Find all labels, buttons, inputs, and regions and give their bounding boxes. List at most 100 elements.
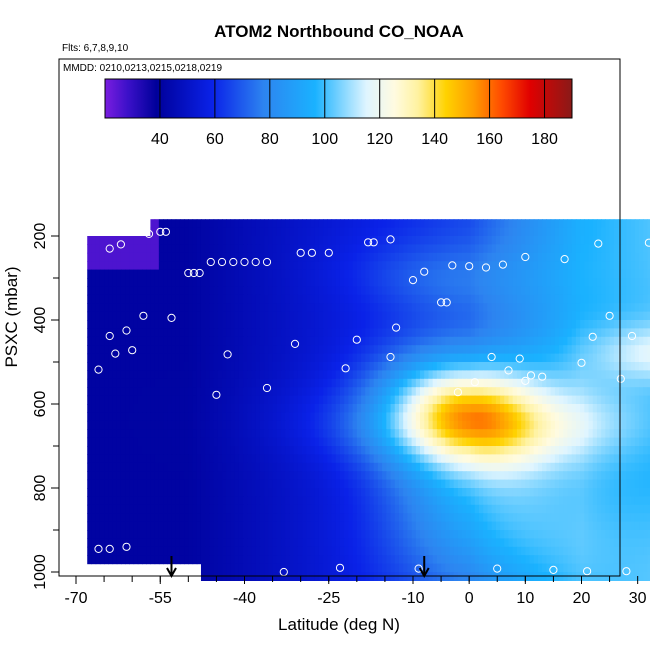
- heatmap-cell: [516, 378, 522, 388]
- heatmap-cell: [285, 336, 291, 346]
- heatmap-cell: [230, 378, 236, 388]
- heatmap-cell: [200, 303, 206, 313]
- heatmap-cell: [226, 227, 232, 237]
- heatmap-cell: [226, 219, 232, 229]
- heatmap-cell: [529, 345, 535, 355]
- heatmap-cell: [196, 320, 202, 329]
- heatmap-cell: [550, 252, 556, 262]
- heatmap-cell: [91, 244, 97, 254]
- heatmap-cell: [192, 278, 198, 287]
- heatmap-cell: [483, 412, 489, 422]
- heatmap-cell: [559, 219, 564, 229]
- heatmap-cell: [462, 328, 467, 338]
- heatmap-cell: [567, 286, 573, 296]
- heatmap-cell: [554, 353, 560, 363]
- heatmap-cell: [470, 429, 476, 439]
- heatmap-cell: [116, 362, 122, 371]
- heatmap-cell: [453, 294, 459, 304]
- heatmap-cell: [192, 311, 198, 321]
- heatmap-cell: [542, 362, 547, 371]
- heatmap-cell: [125, 269, 130, 279]
- heatmap-cell: [386, 328, 392, 338]
- heatmap-cell: [436, 219, 442, 229]
- heatmap-cell: [571, 278, 577, 287]
- heatmap-cell: [365, 294, 371, 304]
- heatmap-cell: [369, 261, 375, 271]
- heatmap-cell: [200, 353, 206, 363]
- heatmap-cell: [483, 294, 489, 304]
- heatmap-cell: [567, 219, 573, 229]
- heatmap-cell: [142, 311, 147, 321]
- heatmap-cell: [420, 294, 425, 304]
- heatmap-cell: [647, 328, 650, 338]
- heatmap-cell: [289, 420, 295, 430]
- heatmap-cell: [230, 311, 236, 321]
- heatmap-cell: [222, 378, 227, 388]
- heatmap-cell: [588, 261, 594, 271]
- heatmap-cell: [411, 420, 417, 430]
- heatmap-cell: [622, 345, 628, 355]
- heatmap-cell: [234, 395, 240, 405]
- heatmap-cell: [323, 236, 328, 245]
- heatmap-cell: [125, 387, 130, 397]
- heatmap-cell: [339, 278, 345, 287]
- heatmap-cell: [529, 286, 535, 296]
- heatmap-cell: [407, 412, 413, 422]
- heatmap-cell: [297, 328, 303, 338]
- heatmap-cell: [222, 336, 227, 346]
- heatmap-cell: [310, 311, 316, 321]
- heatmap-cell: [310, 395, 316, 405]
- heatmap-cell: [533, 387, 539, 397]
- heatmap-cell: [580, 294, 585, 304]
- heatmap-cell: [255, 328, 261, 338]
- heatmap-cell: [373, 378, 379, 388]
- heatmap-cell: [247, 219, 253, 229]
- heatmap-cell: [255, 236, 261, 245]
- heatmap-cell: [167, 378, 173, 388]
- heatmap-cell: [470, 412, 476, 422]
- heatmap-cell: [230, 252, 236, 262]
- heatmap-cell: [554, 269, 560, 279]
- heatmap-cell: [626, 311, 632, 321]
- heatmap-cell: [521, 294, 526, 304]
- heatmap-cell: [483, 345, 489, 355]
- heatmap-cell: [129, 294, 135, 304]
- heatmap-cell: [584, 395, 590, 405]
- heatmap-cell: [563, 286, 569, 296]
- heatmap-cell: [521, 370, 526, 380]
- heatmap-cell: [213, 303, 219, 313]
- heatmap-cell: [137, 244, 143, 254]
- heatmap-cell: [285, 429, 291, 439]
- heatmap-cell: [542, 269, 547, 279]
- heatmap-cell: [91, 395, 97, 405]
- heatmap-cell: [483, 261, 489, 271]
- heatmap-cell: [398, 429, 404, 439]
- heatmap-cell: [205, 420, 210, 430]
- heatmap-cell: [281, 219, 286, 229]
- heatmap-cell: [559, 395, 564, 405]
- heatmap-cell: [120, 387, 126, 397]
- heatmap-cell: [369, 252, 375, 262]
- heatmap-cell: [234, 278, 240, 287]
- heatmap-cell: [137, 387, 143, 397]
- heatmap-cell: [428, 378, 434, 388]
- heatmap-cell: [483, 320, 489, 329]
- heatmap-cell: [146, 252, 152, 262]
- heatmap-cell: [516, 387, 522, 397]
- heatmap-cell: [428, 252, 434, 262]
- heatmap-cell: [445, 311, 451, 321]
- heatmap-cell: [432, 420, 438, 430]
- heatmap-cell: [441, 420, 446, 430]
- heatmap-cell: [542, 328, 547, 338]
- heatmap-cell: [116, 261, 122, 271]
- heatmap-cell: [537, 219, 543, 229]
- heatmap-cell: [428, 404, 434, 413]
- heatmap-cell: [167, 336, 173, 346]
- heatmap-cell: [466, 278, 472, 287]
- heatmap-cell: [268, 387, 274, 397]
- heatmap-cell: [175, 353, 181, 363]
- heatmap-cell: [571, 303, 577, 313]
- heatmap-cell: [129, 353, 135, 363]
- heatmap-cell: [382, 387, 387, 397]
- heatmap-cell: [243, 227, 248, 237]
